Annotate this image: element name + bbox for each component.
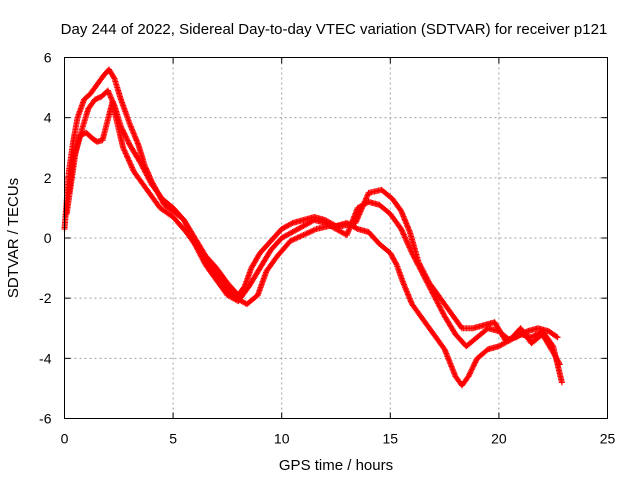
point-track-a: [468, 366, 475, 373]
y-tick-label: -6: [39, 411, 52, 427]
x-tick-label: 5: [169, 431, 177, 447]
point-track-c: [76, 132, 83, 139]
point-track-b: [121, 132, 128, 139]
y-axis-label: SDTVAR / TECUs: [5, 178, 22, 298]
y-tick-label: -2: [39, 290, 52, 306]
point-track-b: [122, 133, 129, 140]
data-points: [61, 66, 565, 389]
point-track-a: [468, 367, 475, 374]
x-tick-label: 20: [491, 431, 507, 447]
point-track-b: [124, 137, 131, 144]
point-track-a: [288, 220, 295, 227]
x-axis-label: GPS time / hours: [279, 457, 393, 474]
y-tick-label: 0: [44, 230, 52, 246]
point-track-a: [472, 359, 479, 366]
point-track-a: [470, 362, 477, 369]
point-track-a: [393, 260, 400, 267]
y-tick-labels: -6 -4 -2 0 2 4 6: [39, 50, 52, 427]
point-track-c: [522, 329, 529, 336]
x-tick-label: 0: [61, 431, 69, 447]
point-track-a: [110, 74, 117, 81]
point-track-a: [469, 365, 476, 372]
point-track-b: [95, 94, 102, 101]
point-track-a: [470, 363, 477, 370]
point-track-c: [554, 334, 561, 341]
point-track-b: [94, 95, 101, 102]
y-tick-label: 2: [44, 170, 52, 186]
grid-lines: [64, 57, 608, 419]
point-track-b: [125, 138, 132, 145]
point-track-c: [79, 131, 86, 138]
x-tick-labels: 0 5 10 15 20 25: [61, 431, 616, 447]
point-track-b: [91, 96, 98, 103]
x-tick-label: 25: [600, 431, 616, 447]
point-track-a: [472, 358, 479, 365]
point-track-c: [78, 132, 85, 139]
point-track-b: [93, 96, 100, 103]
point-track-a: [471, 360, 478, 367]
point-track-b: [123, 134, 130, 141]
point-track-b: [123, 136, 130, 143]
point-track-a: [465, 373, 472, 380]
point-track-c: [553, 333, 560, 340]
point-track-a: [467, 369, 474, 376]
y-tick-label: 6: [44, 50, 52, 66]
point-track-a: [466, 371, 473, 378]
point-track-a: [558, 379, 565, 386]
x-tick-label: 10: [274, 431, 290, 447]
x-tick-label: 15: [383, 431, 399, 447]
y-tick-label: -4: [39, 350, 52, 366]
point-track-b: [556, 361, 563, 368]
y-tick-label: 4: [44, 110, 52, 126]
plot-frame: [64, 57, 608, 419]
point-track-a: [353, 225, 360, 232]
chart-title: Day 244 of 2022, Sidereal Day-to-day VTE…: [61, 21, 608, 38]
point-track-a: [466, 370, 473, 377]
point-track-b: [555, 360, 562, 367]
